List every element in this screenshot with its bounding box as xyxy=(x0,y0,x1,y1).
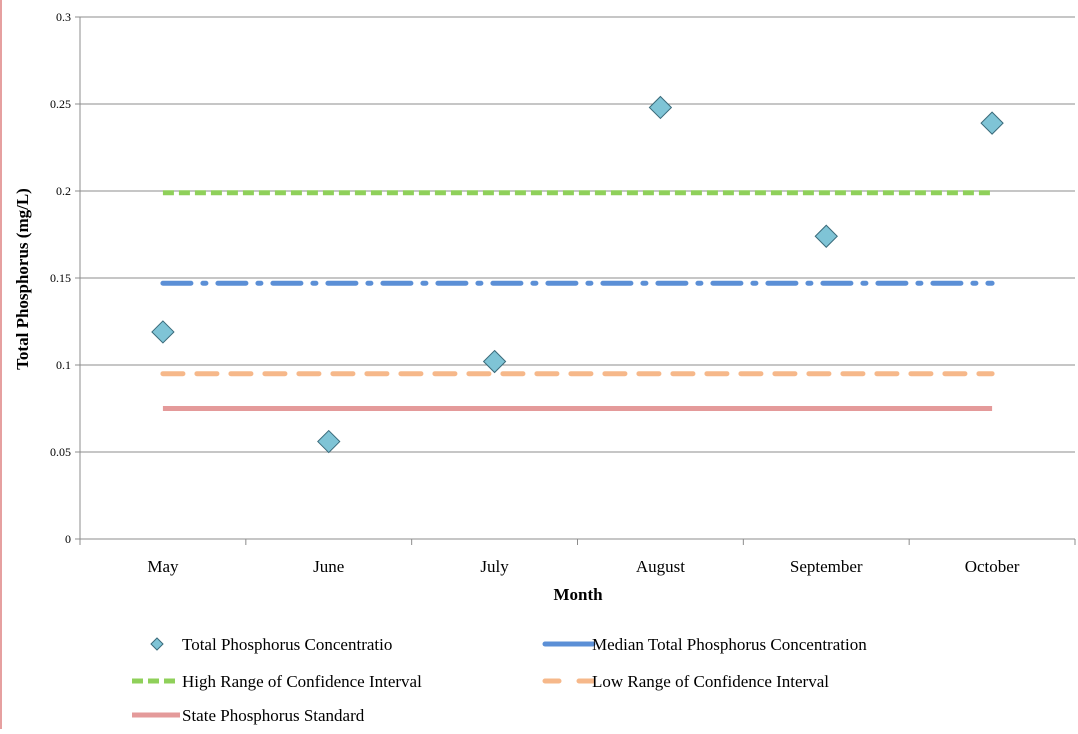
grid-layer xyxy=(80,16,1075,453)
legend-label: Median Total Phosphorus Concentration xyxy=(592,635,867,654)
x-tick-label: May xyxy=(147,557,179,576)
legend-label: State Phosphorus Standard xyxy=(182,706,365,725)
data-point-marker xyxy=(980,111,1004,135)
x-tick-label: June xyxy=(313,557,344,576)
axis-layer xyxy=(75,16,1076,545)
page-left-border xyxy=(0,0,2,729)
x-axis-title: Month xyxy=(553,585,603,604)
data-point-marker xyxy=(482,349,507,374)
legend-label: High Range of Confidence Interval xyxy=(182,672,422,691)
data-point-marker xyxy=(814,224,838,248)
y-tick-label: 0.05 xyxy=(50,445,71,459)
legend-label: Total Phosphorus Concentratio xyxy=(182,635,392,654)
legend: Total Phosphorus Concentratio Median Tota… xyxy=(132,635,867,725)
x-tick-label: July xyxy=(480,557,509,576)
y-tick-label: 0.15 xyxy=(50,271,71,285)
tick-label-layer: 0 0.05 0.1 0.15 0.2 0.25 0.3 May June July August S… xyxy=(50,10,1020,576)
y-tick-label: 0.25 xyxy=(50,97,71,111)
y-tick-label: 0.2 xyxy=(56,184,71,198)
data-point-marker xyxy=(648,95,673,120)
x-tick-label: September xyxy=(790,557,863,576)
series-layer xyxy=(151,95,1004,454)
y-axis-title: Total Phosphorus (mg/L) xyxy=(13,188,32,370)
legend-label: Low Range of Confidence Interval xyxy=(592,672,829,691)
y-tick-label: 0.1 xyxy=(56,358,71,372)
legend-marker-diamond xyxy=(150,637,164,651)
x-tick-label: October xyxy=(965,557,1020,576)
x-tick-label: August xyxy=(636,557,685,576)
y-tick-label: 0.3 xyxy=(56,10,71,24)
y-tick-label: 0 xyxy=(65,532,71,546)
data-point-marker xyxy=(317,429,341,454)
data-point-marker xyxy=(151,320,175,344)
